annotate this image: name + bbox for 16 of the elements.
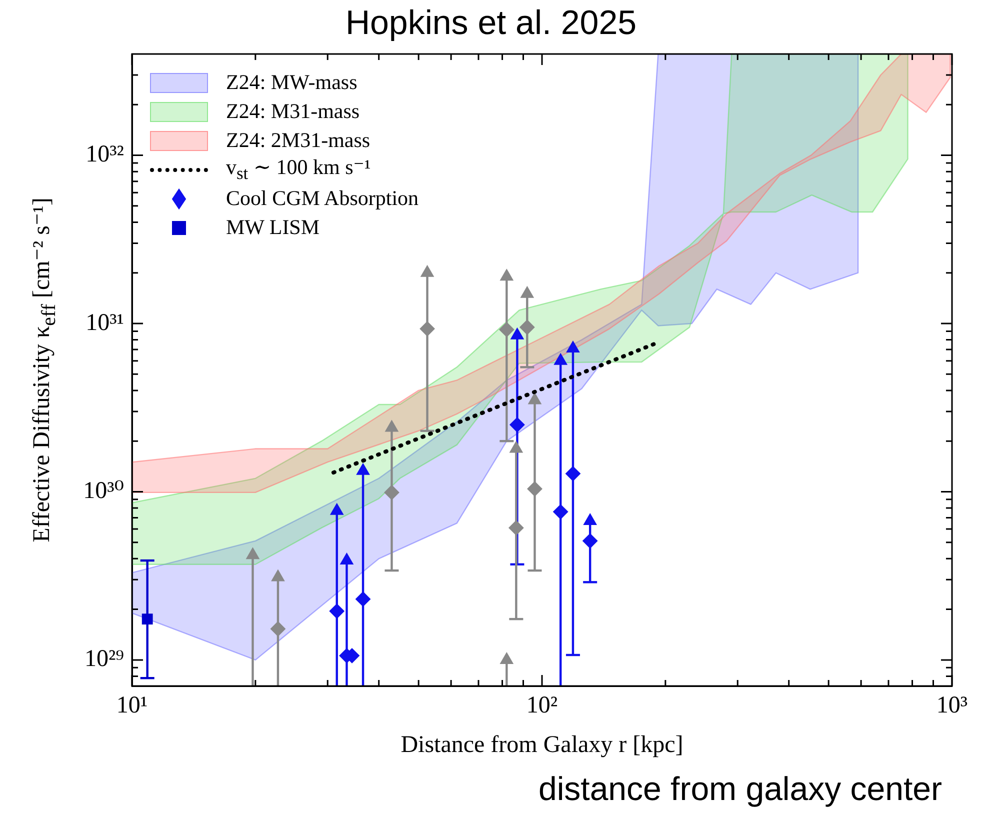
y-tick-label: 10³⁰	[83, 478, 124, 504]
x-axis-title: Distance from Galaxy r [kpc]	[400, 732, 684, 759]
chart-title: Hopkins et al. 2025	[344, 4, 638, 43]
x-tick-label: 10³	[936, 692, 968, 719]
legend-label: MW LISM	[226, 215, 320, 240]
legend-label: Z24: MW-mass	[226, 70, 358, 95]
legend-label: v$_{st}$ ∼ 100 km s⁻¹	[226, 154, 371, 184]
y-tick-label: 10³¹	[86, 310, 124, 336]
legend-label: Cool CGM Absorption	[226, 186, 419, 211]
legend-label: Z24: M31-mass	[226, 99, 360, 124]
legend-label: Z24: 2M31-mass	[226, 128, 370, 153]
y-tick-label: 10³²	[86, 142, 124, 168]
y-tick-label: 10²⁹	[84, 646, 124, 672]
x-tick-label: 10²	[526, 692, 558, 719]
x-tick-label: 10¹	[116, 692, 148, 719]
text: distance from galaxy center	[538, 770, 942, 808]
